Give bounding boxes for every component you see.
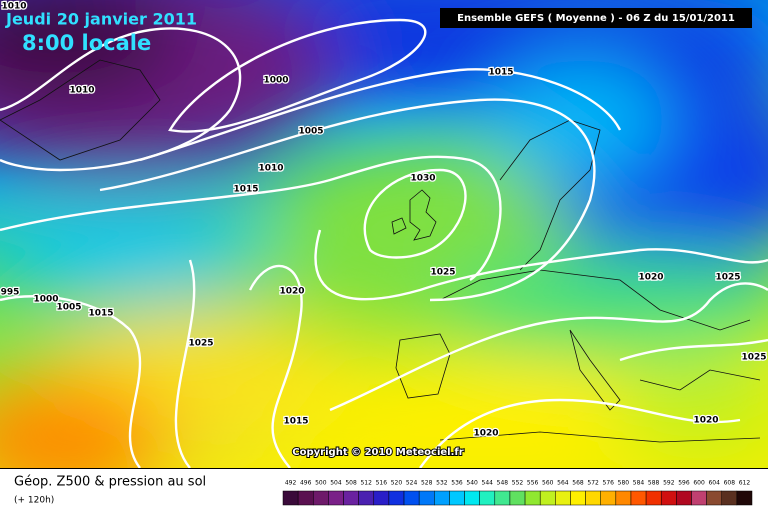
scale-swatch [464,490,480,506]
scale-label: 528 [421,480,433,487]
scale-label: 536 [451,480,463,487]
scale-label: 544 [482,480,494,487]
isobar-label: 1015 [233,185,258,195]
scale-swatch [403,490,420,506]
isobar-label: 1025 [715,273,740,283]
scale-label: 584 [633,480,645,487]
color-scale: 492 496 500 504 508 512 516 520 524 528 532 536 540 5… [282,480,753,506]
isobar-label: 1000 [33,295,58,305]
isobar-label: 1010 [69,86,94,96]
scale-label: 556 [527,480,539,487]
scale-label: 492 [285,480,297,487]
scale-swatch [615,490,632,506]
scale-swatch [328,490,344,506]
run-box [440,8,752,28]
scale-label: 532 [436,480,448,487]
scale-label: 560 [542,480,554,487]
scale-label: 612 [739,480,751,487]
scale-swatch [494,490,511,506]
scale-label: 600 [693,480,705,487]
scale-label: 572 [587,480,599,487]
isobar-label: 995 [1,288,20,298]
scale-swatch [660,490,677,506]
scale-swatch [600,490,617,506]
isobar-label: 1025 [741,353,766,363]
date: Jeudi 20 janvier 2011 [5,10,197,29]
isobar-label: 1015 [283,417,308,427]
isobar-label: 1005 [56,303,81,313]
scale-label: 512 [360,480,372,487]
scale-label: 564 [557,480,569,487]
time: 8:00 locale [22,31,151,55]
scale-swatch [585,490,601,506]
scale-label: 548 [497,480,509,487]
scale-label: 516 [376,480,388,487]
coastlines [0,59,761,443]
isobar-label: 1025 [430,268,455,278]
isobar-label: 1000 [263,76,288,86]
copyright: Copyright © 2010 Meteociel.fr [292,447,463,458]
scale-swatch [539,490,556,506]
scale-label: 552 [512,480,524,487]
scale-swatch [282,490,299,506]
scale-swatch [479,490,496,506]
isobar-label: 1015 [488,68,513,78]
scale-label: 568 [572,480,584,487]
isobar-label: 1020 [473,429,498,439]
scale-swatch [343,490,359,506]
scale-swatch [449,490,465,506]
scale-label: 496 [300,480,312,487]
isobars [0,18,768,468]
isobar-labels: 1010101010001005101010151015103010251020… [0,0,768,440]
scale-swatch [736,490,753,506]
scale-swatch [313,490,329,506]
scale-swatch [434,490,450,506]
isobar-label: 1015 [88,309,113,319]
scale-swatch [645,490,662,506]
scale-label: 576 [603,480,615,487]
scale-label: 608 [724,480,736,487]
scale-swatch [509,490,526,506]
scale-label: 508 [345,480,357,487]
scale-swatch [297,490,314,506]
scale-swatch [358,490,375,506]
scale-label: 524 [406,480,418,487]
scale-swatch [388,490,405,506]
scale-label: 504 [330,480,342,487]
scale-swatch [721,490,738,506]
scale-swatch [373,490,390,506]
scale-swatch [570,490,586,506]
isobar-label: 1030 [410,174,435,184]
footer-title: Géop. Z500 & pression au sol [14,475,206,490]
isobar-label: 1010 [1,2,26,12]
field [0,0,768,468]
isobar-label: 1010 [258,164,283,174]
scale-swatch [555,490,571,506]
scale-label: 592 [663,480,675,487]
scale-label: 596 [678,480,690,487]
run-info: Ensemble GEFS ( Moyenne ) - 06 Z du 15/0… [457,13,735,24]
scale-label: 500 [315,480,327,487]
isobar-label: 1005 [298,127,323,137]
isobar-label: 1020 [693,416,718,426]
scale-swatch [676,490,692,506]
scale-swatch [691,490,707,506]
scale-label: 588 [648,480,660,487]
scale-swatch [630,490,647,506]
isobar-label: 1020 [638,273,663,283]
scale-swatch [418,490,435,506]
scale-label: 580 [618,480,630,487]
scale-swatch [524,490,541,506]
footer-lead: (+ 120h) [14,496,54,506]
isobar-label: 1020 [279,287,304,297]
scale-label: 540 [466,480,478,487]
scale-swatch [706,490,722,506]
scale-label: 520 [391,480,403,487]
scale-label: 604 [708,480,720,487]
isobar-label: 1025 [188,339,213,349]
